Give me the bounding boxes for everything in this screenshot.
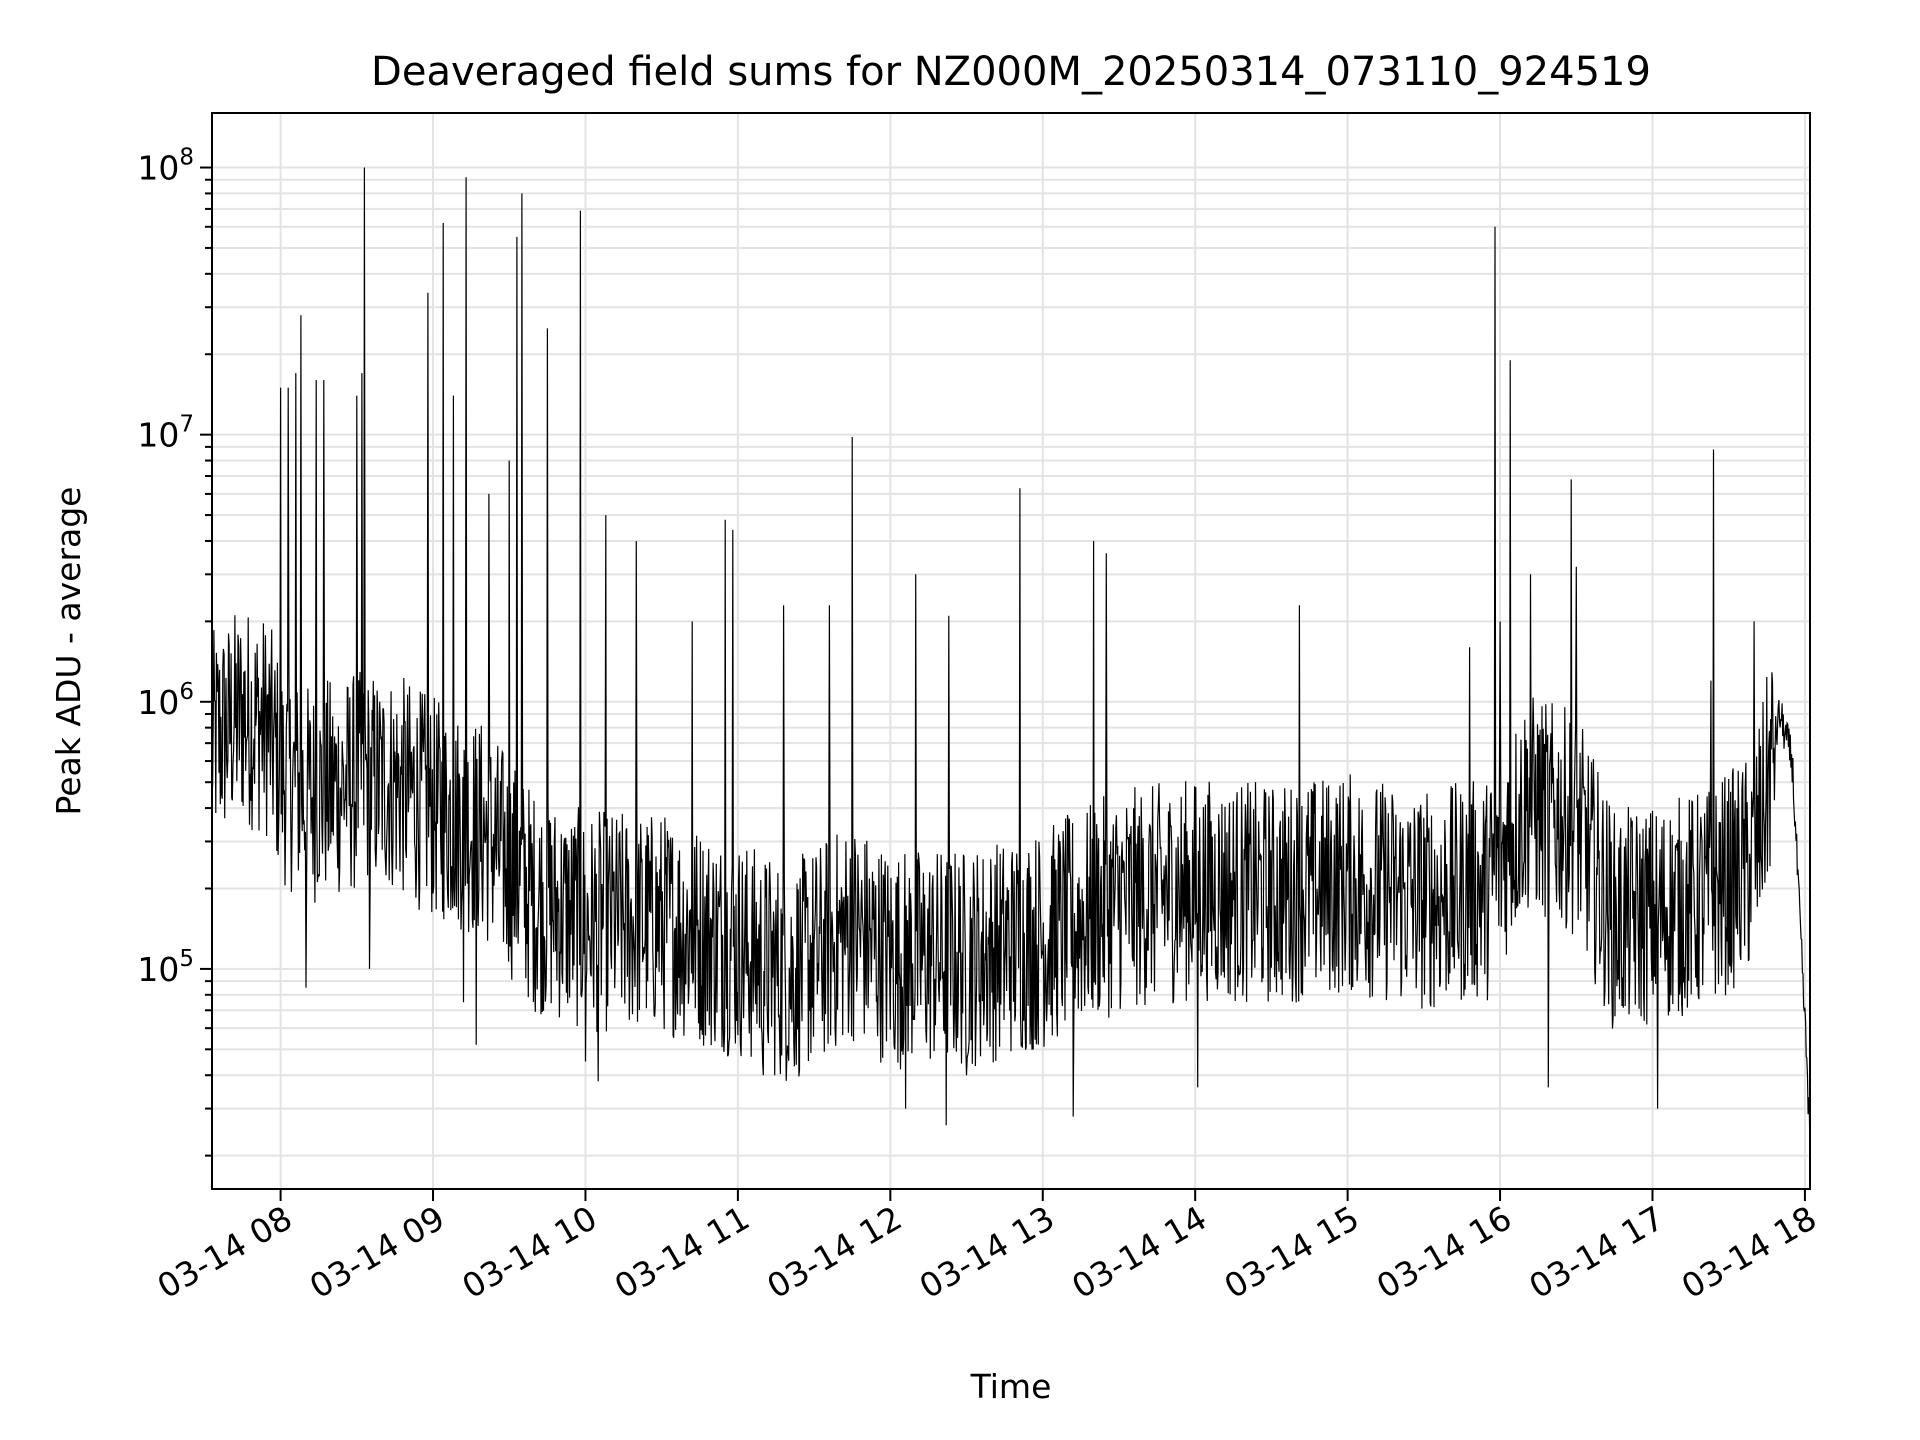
y-axis-title: Peak ADU - average <box>49 487 88 816</box>
plot-area-frame <box>211 112 1811 1190</box>
y-tick-label: 106 <box>137 679 194 722</box>
x-tick-label: 03-14 17 <box>1522 1198 1670 1306</box>
x-tick-label: 03-14 16 <box>1370 1198 1518 1306</box>
x-tick-label: 03-14 18 <box>1675 1198 1823 1306</box>
x-tick-label: 03-14 10 <box>455 1198 603 1306</box>
y-tick-label: 107 <box>137 412 194 455</box>
x-axis-title: Time <box>970 1367 1052 1406</box>
chart-title: Deaveraged field sums for NZ000M_2025031… <box>371 49 1651 95</box>
x-tick-label: 03-14 09 <box>303 1198 451 1306</box>
x-tick-label: 03-14 08 <box>151 1198 299 1306</box>
series-layer <box>211 167 1811 1154</box>
x-tick-label: 03-14 15 <box>1218 1198 1366 1306</box>
y-tick-label: 105 <box>137 946 194 989</box>
x-tick-label: 03-14 12 <box>760 1198 908 1306</box>
x-tick-label: 03-14 11 <box>608 1198 756 1306</box>
x-tick-label: 03-14 14 <box>1065 1198 1213 1306</box>
series-line <box>211 167 1811 1154</box>
x-tick-label: 03-14 13 <box>913 1198 1061 1306</box>
y-tick-label: 108 <box>137 145 194 188</box>
